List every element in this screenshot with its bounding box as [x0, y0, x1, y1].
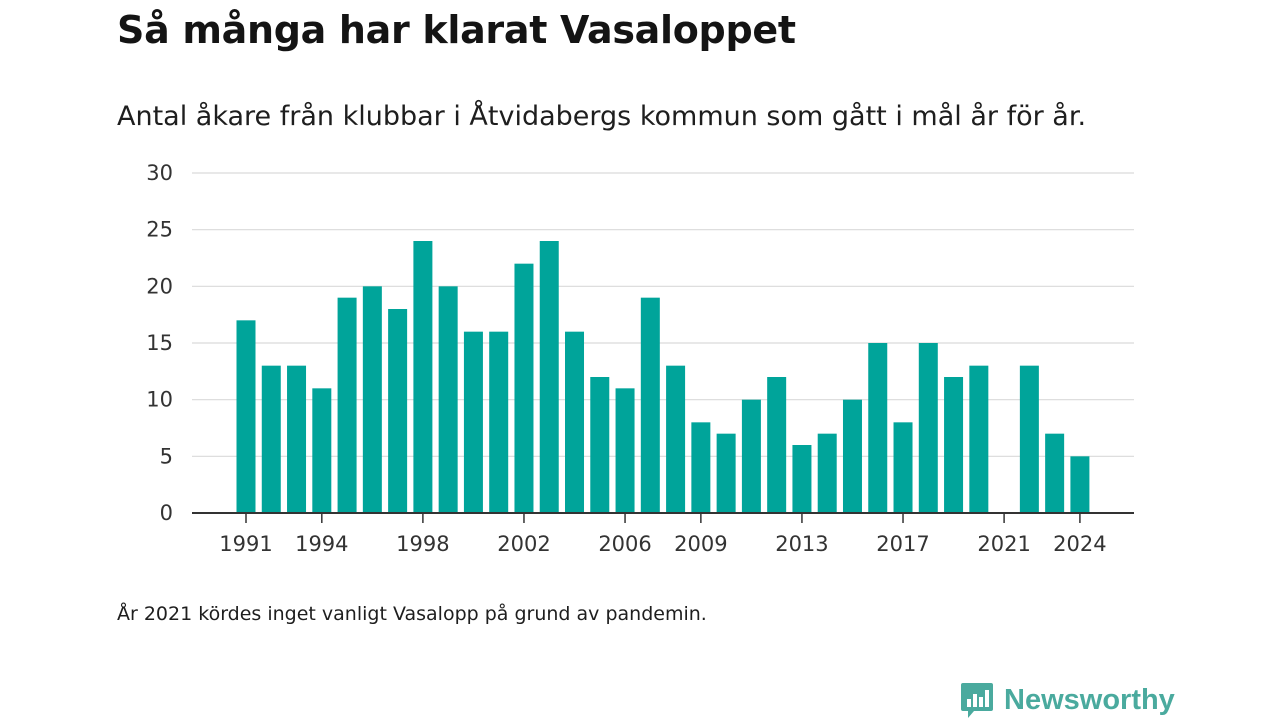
bar-2000: [463, 331, 483, 513]
chart-title: Så många har klarat Vasaloppet: [117, 8, 796, 52]
y-tick-label: 10: [146, 388, 173, 412]
x-tick-label: 1998: [396, 532, 449, 556]
footnote: År 2021 kördes inget vanligt Vasalopp på…: [117, 603, 707, 625]
bar-1992: [261, 365, 281, 513]
bar-2023: [1045, 433, 1065, 513]
y-tick-label: 0: [160, 501, 173, 525]
y-tick-label: 25: [146, 218, 173, 242]
bar-2003: [539, 241, 559, 513]
bar-2001: [489, 331, 509, 513]
x-tick-label: 2021: [977, 532, 1030, 556]
x-tick-label: 1991: [219, 532, 272, 556]
y-tick-label: 30: [146, 161, 173, 185]
bar-1993: [287, 365, 307, 513]
bar-2007: [640, 297, 660, 513]
bar-2024: [1070, 456, 1090, 513]
y-tick-label: 5: [160, 444, 173, 468]
x-tick-label: 2002: [497, 532, 550, 556]
newsworthy-logo-text: Newsworthy: [1004, 683, 1175, 716]
bar-chart: 0 5 10 15 20 25 30 1991 1994 1998 2002 2006 2009 2013…: [146, 161, 1134, 556]
x-tick-label: 2017: [876, 532, 929, 556]
bar-2008: [666, 365, 686, 513]
y-tick-label: 20: [146, 274, 173, 298]
bar-2011: [741, 399, 761, 513]
bar-2014: [817, 433, 837, 513]
bar-2015: [842, 399, 862, 513]
newsworthy-logo: Newsworthy: [960, 681, 1175, 719]
bar-1996: [362, 286, 382, 513]
bar-2004: [565, 331, 585, 513]
bar-2022: [1019, 365, 1039, 513]
x-tick-label: 2009: [674, 532, 727, 556]
bar-1994: [312, 388, 332, 513]
newsworthy-logo-icon: [961, 683, 993, 718]
bar-2012: [767, 377, 787, 513]
chart-subtitle: Antal åkare från klubbar i Åtvidabergs k…: [117, 101, 1087, 132]
y-tick-label: 15: [146, 331, 173, 355]
bar-2009: [691, 422, 711, 513]
bar-2020: [969, 365, 989, 513]
x-tick-label: 1994: [295, 532, 348, 556]
bar-2005: [590, 377, 610, 513]
gridlines: [192, 172, 1134, 457]
bars: [236, 241, 1090, 513]
bar-1999: [438, 286, 458, 513]
bar-2002: [514, 263, 534, 513]
x-tick-label: 2006: [598, 532, 651, 556]
bar-1997: [388, 309, 408, 513]
bar-2016: [868, 343, 888, 513]
bar-2019: [944, 377, 964, 513]
bar-1998: [413, 241, 433, 513]
bar-2010: [716, 433, 736, 513]
bar-1991: [236, 320, 256, 513]
bar-2006: [615, 388, 635, 513]
bar-1995: [337, 297, 357, 513]
bar-2013: [792, 445, 812, 513]
axes: 0 5 10 15 20 25 30 1991 1994 1998 2002 2006 2009 2013…: [146, 161, 1134, 556]
x-tick-label: 2013: [775, 532, 828, 556]
x-tick-label: 2024: [1053, 532, 1106, 556]
bar-2018: [918, 343, 938, 513]
bar-2017: [893, 422, 913, 513]
